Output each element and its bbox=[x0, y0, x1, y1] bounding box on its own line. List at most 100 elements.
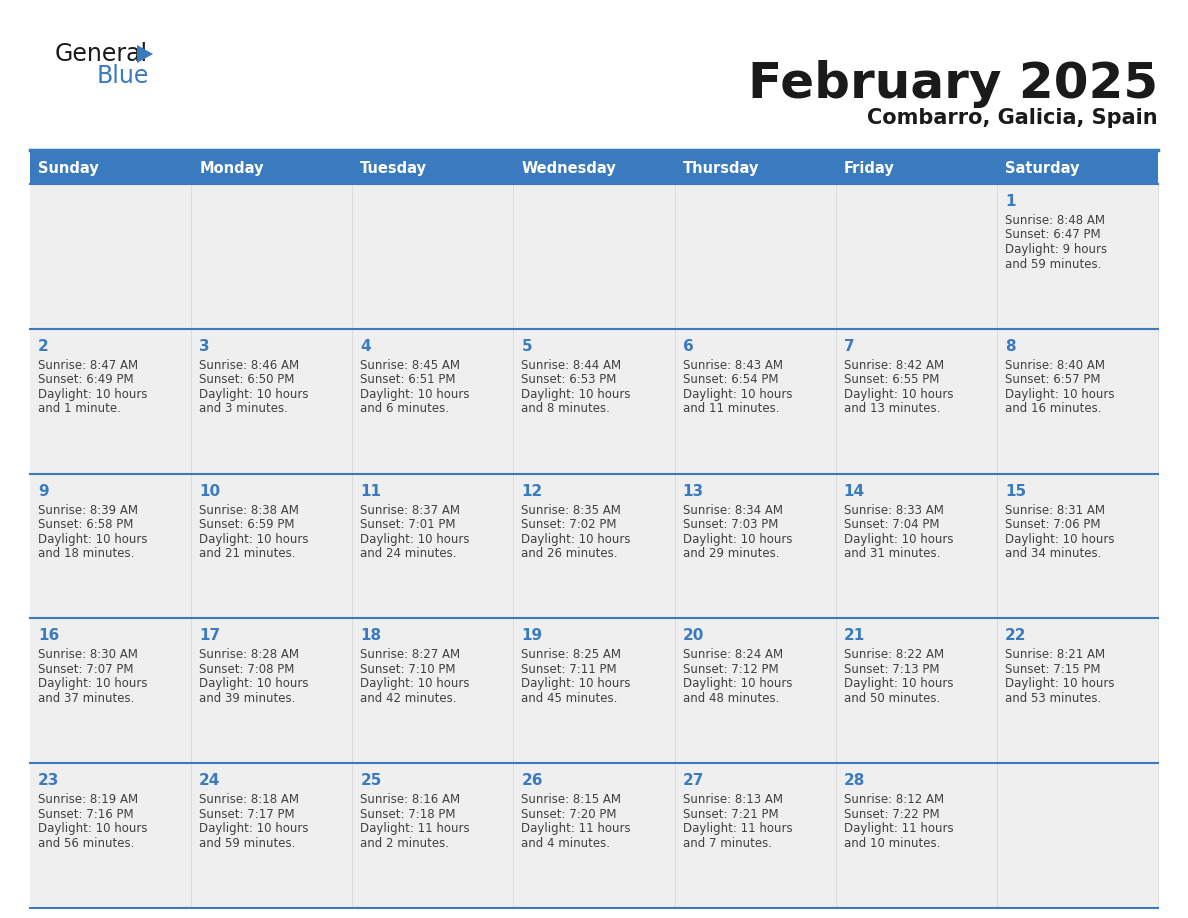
Bar bbox=[675, 763, 835, 908]
Bar bbox=[997, 329, 1158, 474]
Bar bbox=[835, 152, 997, 184]
Text: Sunrise: 8:34 AM: Sunrise: 8:34 AM bbox=[683, 504, 783, 517]
Bar bbox=[835, 763, 997, 908]
Bar bbox=[997, 152, 1158, 184]
Bar bbox=[675, 474, 835, 619]
Bar bbox=[191, 152, 353, 184]
Text: 7: 7 bbox=[843, 339, 854, 353]
Text: Sunrise: 8:15 AM: Sunrise: 8:15 AM bbox=[522, 793, 621, 806]
Text: Daylight: 10 hours: Daylight: 10 hours bbox=[843, 387, 953, 401]
Text: Sunrise: 8:47 AM: Sunrise: 8:47 AM bbox=[38, 359, 138, 372]
Text: Daylight: 10 hours: Daylight: 10 hours bbox=[1005, 677, 1114, 690]
Text: 21: 21 bbox=[843, 629, 865, 644]
Text: Daylight: 10 hours: Daylight: 10 hours bbox=[38, 532, 147, 545]
Text: 8: 8 bbox=[1005, 339, 1016, 353]
Text: 23: 23 bbox=[38, 773, 59, 789]
Bar bbox=[191, 763, 353, 908]
Text: 16: 16 bbox=[38, 629, 59, 644]
Bar bbox=[513, 329, 675, 474]
Bar bbox=[353, 184, 513, 329]
Text: 6: 6 bbox=[683, 339, 694, 353]
Text: Sunset: 7:04 PM: Sunset: 7:04 PM bbox=[843, 518, 940, 532]
Text: and 3 minutes.: and 3 minutes. bbox=[200, 402, 287, 415]
Text: Sunset: 7:20 PM: Sunset: 7:20 PM bbox=[522, 808, 617, 821]
Text: Sunset: 7:13 PM: Sunset: 7:13 PM bbox=[843, 663, 940, 676]
Text: 26: 26 bbox=[522, 773, 543, 789]
Text: and 26 minutes.: and 26 minutes. bbox=[522, 547, 618, 560]
Bar bbox=[835, 184, 997, 329]
Text: Sunset: 7:07 PM: Sunset: 7:07 PM bbox=[38, 663, 133, 676]
Text: Saturday: Saturday bbox=[1005, 161, 1080, 175]
Text: Sunset: 7:03 PM: Sunset: 7:03 PM bbox=[683, 518, 778, 532]
Text: Daylight: 10 hours: Daylight: 10 hours bbox=[843, 532, 953, 545]
Text: Sunrise: 8:45 AM: Sunrise: 8:45 AM bbox=[360, 359, 460, 372]
Text: Sunday: Sunday bbox=[38, 161, 99, 175]
Text: Combarro, Galicia, Spain: Combarro, Galicia, Spain bbox=[867, 108, 1158, 128]
Text: Daylight: 11 hours: Daylight: 11 hours bbox=[683, 823, 792, 835]
Bar bbox=[513, 152, 675, 184]
Text: Sunset: 6:49 PM: Sunset: 6:49 PM bbox=[38, 374, 133, 386]
Text: 2: 2 bbox=[38, 339, 49, 353]
Text: Sunset: 6:55 PM: Sunset: 6:55 PM bbox=[843, 374, 939, 386]
Text: and 16 minutes.: and 16 minutes. bbox=[1005, 402, 1101, 415]
Text: Daylight: 10 hours: Daylight: 10 hours bbox=[1005, 387, 1114, 401]
Bar bbox=[997, 474, 1158, 619]
Text: Sunrise: 8:33 AM: Sunrise: 8:33 AM bbox=[843, 504, 943, 517]
Text: and 2 minutes.: and 2 minutes. bbox=[360, 836, 449, 850]
Bar bbox=[675, 329, 835, 474]
Text: Sunrise: 8:48 AM: Sunrise: 8:48 AM bbox=[1005, 214, 1105, 227]
Text: Sunset: 7:01 PM: Sunset: 7:01 PM bbox=[360, 518, 456, 532]
Bar bbox=[191, 184, 353, 329]
Text: Sunrise: 8:46 AM: Sunrise: 8:46 AM bbox=[200, 359, 299, 372]
Text: Sunset: 6:53 PM: Sunset: 6:53 PM bbox=[522, 374, 617, 386]
Text: Daylight: 10 hours: Daylight: 10 hours bbox=[200, 532, 309, 545]
Text: Sunset: 7:12 PM: Sunset: 7:12 PM bbox=[683, 663, 778, 676]
Text: 10: 10 bbox=[200, 484, 220, 498]
Text: and 4 minutes.: and 4 minutes. bbox=[522, 836, 611, 850]
Text: Sunrise: 8:22 AM: Sunrise: 8:22 AM bbox=[843, 648, 943, 661]
Text: and 59 minutes.: and 59 minutes. bbox=[1005, 258, 1101, 271]
Text: Sunrise: 8:39 AM: Sunrise: 8:39 AM bbox=[38, 504, 138, 517]
Text: Sunset: 7:17 PM: Sunset: 7:17 PM bbox=[200, 808, 295, 821]
Text: 9: 9 bbox=[38, 484, 49, 498]
Text: Daylight: 10 hours: Daylight: 10 hours bbox=[522, 387, 631, 401]
Text: 19: 19 bbox=[522, 629, 543, 644]
Text: and 1 minute.: and 1 minute. bbox=[38, 402, 121, 415]
Text: 20: 20 bbox=[683, 629, 704, 644]
Text: 14: 14 bbox=[843, 484, 865, 498]
Bar bbox=[513, 763, 675, 908]
Text: Sunset: 7:21 PM: Sunset: 7:21 PM bbox=[683, 808, 778, 821]
Text: February 2025: February 2025 bbox=[748, 60, 1158, 108]
Text: Sunrise: 8:42 AM: Sunrise: 8:42 AM bbox=[843, 359, 943, 372]
Text: Sunrise: 8:44 AM: Sunrise: 8:44 AM bbox=[522, 359, 621, 372]
Text: Sunset: 7:08 PM: Sunset: 7:08 PM bbox=[200, 663, 295, 676]
Bar bbox=[30, 329, 191, 474]
Text: Daylight: 10 hours: Daylight: 10 hours bbox=[200, 387, 309, 401]
Bar bbox=[513, 474, 675, 619]
Text: Daylight: 10 hours: Daylight: 10 hours bbox=[38, 677, 147, 690]
Text: Sunrise: 8:16 AM: Sunrise: 8:16 AM bbox=[360, 793, 461, 806]
Text: and 48 minutes.: and 48 minutes. bbox=[683, 692, 779, 705]
Text: General: General bbox=[55, 42, 148, 66]
Bar bbox=[997, 619, 1158, 763]
Text: 13: 13 bbox=[683, 484, 703, 498]
Text: and 56 minutes.: and 56 minutes. bbox=[38, 836, 134, 850]
Text: Sunrise: 8:25 AM: Sunrise: 8:25 AM bbox=[522, 648, 621, 661]
Text: and 7 minutes.: and 7 minutes. bbox=[683, 836, 771, 850]
Text: 18: 18 bbox=[360, 629, 381, 644]
Bar bbox=[353, 619, 513, 763]
Text: Daylight: 10 hours: Daylight: 10 hours bbox=[360, 387, 469, 401]
Text: Sunset: 6:59 PM: Sunset: 6:59 PM bbox=[200, 518, 295, 532]
Text: 24: 24 bbox=[200, 773, 221, 789]
Bar bbox=[835, 329, 997, 474]
Text: Daylight: 10 hours: Daylight: 10 hours bbox=[200, 823, 309, 835]
Text: 27: 27 bbox=[683, 773, 704, 789]
Text: and 37 minutes.: and 37 minutes. bbox=[38, 692, 134, 705]
Text: Daylight: 10 hours: Daylight: 10 hours bbox=[1005, 532, 1114, 545]
Text: and 10 minutes.: and 10 minutes. bbox=[843, 836, 940, 850]
Bar bbox=[353, 329, 513, 474]
Text: Daylight: 10 hours: Daylight: 10 hours bbox=[843, 677, 953, 690]
Text: and 29 minutes.: and 29 minutes. bbox=[683, 547, 779, 560]
Text: Sunset: 6:57 PM: Sunset: 6:57 PM bbox=[1005, 374, 1100, 386]
Bar bbox=[30, 474, 191, 619]
